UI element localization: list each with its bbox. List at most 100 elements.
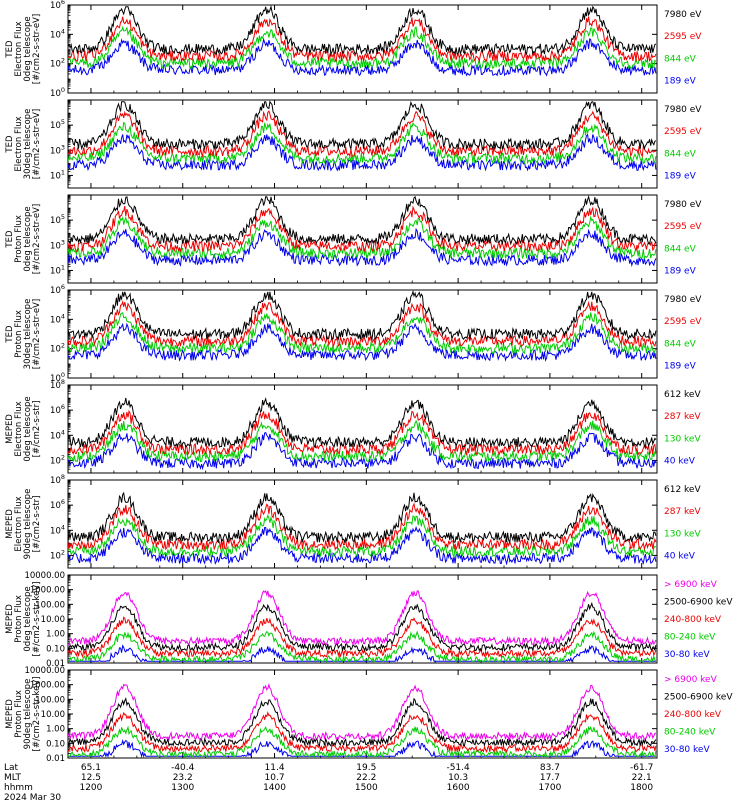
legend-entry: 844 eV [664, 54, 697, 64]
y-axis-label: TED [5, 40, 15, 59]
y-axis-label: 0deg telescope [23, 16, 33, 81]
series-trace [68, 300, 657, 348]
panel-frame [67, 4, 658, 94]
legend-entry: 40 keV [664, 456, 696, 466]
y-tick-label: 1.00 [46, 725, 65, 735]
footer-row-label: hhmm [4, 783, 33, 793]
y-axis-label: 90deg telescope [23, 679, 33, 750]
y-tick-label: 103 [50, 143, 65, 156]
legend-entry: 80-240 keV [664, 727, 716, 737]
y-tick-label: 100 [50, 86, 65, 99]
y-tick-label: 101 [50, 168, 65, 181]
legend-entry: 7980 eV [664, 10, 702, 20]
series-trace [68, 290, 657, 342]
trace-group [68, 195, 657, 268]
y-axis-label: 0deg telescope [23, 206, 33, 271]
series-trace [68, 630, 657, 663]
series-trace [68, 502, 657, 551]
y-axis-label: [#/cm2-s-str-keV] [32, 582, 42, 657]
legend-entry: 2595 eV [664, 317, 702, 327]
footer-value: 11.4 [265, 763, 285, 773]
legend-entry: 844 eV [664, 339, 697, 349]
y-tick-label: 0.10 [46, 739, 65, 749]
footer-value: 83.7 [540, 763, 560, 773]
series-trace [68, 616, 657, 659]
series-trace [68, 121, 657, 165]
y-tick-label: 0.01 [46, 754, 65, 764]
series-trace [68, 514, 657, 559]
series-trace [68, 431, 657, 471]
series-trace [68, 683, 656, 742]
y-tick-label: 10.00 [41, 615, 65, 625]
legend-entry: 2595 eV [664, 222, 702, 232]
legend-entry: 30-80 keV [664, 745, 710, 755]
y-tick-label: 102 [50, 453, 65, 466]
y-tick-label: 10000.00 [24, 571, 65, 581]
y-tick-label: 0.01 [46, 659, 65, 669]
series-trace [68, 133, 657, 172]
y-tick-label: 100.00 [35, 600, 65, 610]
y-tick-label: 10.00 [41, 710, 65, 720]
series-trace [68, 725, 657, 758]
y-tick-label: 104 [50, 523, 65, 536]
footer-value: 10.7 [265, 773, 285, 783]
y-tick-label: 100.00 [35, 695, 65, 705]
legend-entry: > 6900 keV [664, 580, 718, 590]
trace-group [68, 491, 657, 566]
y-tick-label: 104 [50, 312, 65, 325]
series-trace [68, 100, 657, 151]
series-trace [68, 227, 657, 268]
y-tick-label: 102 [50, 548, 65, 561]
legend-entry: 40 keV [664, 551, 696, 561]
y-axis-label: TED [5, 325, 15, 344]
footer-value: 12.5 [81, 773, 101, 783]
trace-group [68, 5, 657, 77]
footer-value: 19.5 [356, 763, 376, 773]
legend-entry: 7980 eV [664, 200, 702, 210]
legend-entry: 287 keV [664, 507, 701, 517]
series-trace [68, 419, 657, 464]
footer-value: -51.4 [446, 763, 470, 773]
y-tick-label: 105 [50, 213, 65, 226]
legend-entry: 7980 eV [664, 295, 702, 305]
legend-entry: 612 keV [664, 485, 701, 495]
footer-value: 22.2 [356, 773, 376, 783]
footer-value: 1500 [355, 783, 378, 793]
y-axis-label: 0deg telescope [23, 586, 33, 651]
y-tick-label: 104 [50, 428, 65, 441]
y-tick-label: 105 [50, 118, 65, 131]
y-axis-label: 30deg telescope [23, 109, 33, 180]
y-axis-label: Proton Flux [14, 215, 24, 263]
series-trace [68, 5, 657, 57]
series-trace [68, 25, 657, 70]
series-trace [68, 37, 657, 77]
x-axis-footer: Lat 65.1 -40.4 11.4 19.5 -51.4 83.7 -61.7 MLT 12.… [4, 763, 653, 800]
series-trace [68, 16, 657, 64]
series-trace [68, 711, 657, 754]
y-axis-label: Proton Flux [14, 690, 24, 738]
y-axis-label: Electron Flux [14, 21, 24, 76]
panel-7: 0.01 0.10 1.00 10.00 100.00 1000.00 10000.00 ME… [5, 571, 733, 669]
panel-1: 100 102 104 106 TED Electron Flux 0deg telesco… [5, 0, 702, 99]
trace-group [68, 290, 657, 362]
legend-entry: 844 eV [664, 244, 697, 254]
trace-group [68, 590, 657, 663]
legend-entry: 844 eV [664, 149, 697, 159]
legend-entry: 2500-6900 keV [664, 597, 733, 607]
series-trace [68, 397, 657, 449]
footer-value: 1800 [630, 783, 653, 793]
legend-entry: 240-800 keV [664, 615, 722, 625]
footer-date: 2024 Mar 30 [4, 793, 61, 800]
y-tick-label: 102 [50, 57, 65, 70]
y-axis-label: MEPED [5, 699, 15, 729]
y-axis-label: Electron Flux [14, 116, 24, 171]
y-tick-label: 106 [50, 498, 65, 511]
panel-frame [67, 289, 658, 379]
panel-frame [67, 669, 658, 759]
y-axis-label: Proton Flux [14, 310, 24, 358]
y-tick-label: 1.00 [46, 630, 65, 640]
y-tick-label: 108 [50, 473, 65, 486]
panel-6: 102 104 106 108 MEPED Electron Flux 90deg tele… [5, 473, 701, 569]
